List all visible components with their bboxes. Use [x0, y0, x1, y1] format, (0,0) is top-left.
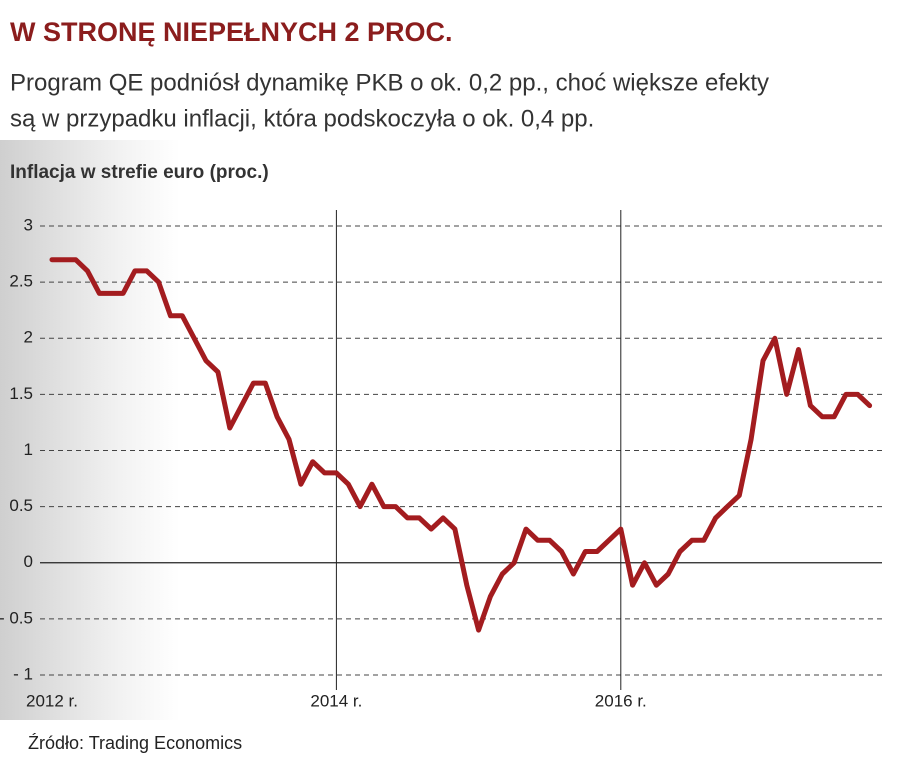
y-tick-label: - 1: [13, 664, 33, 683]
y-tick-label: 3: [24, 215, 33, 234]
y-tick-label: 2.5: [9, 272, 33, 291]
y-tick-label: 2: [24, 328, 33, 347]
x-tick-label: 2016 r.: [595, 691, 647, 710]
x-tick-label: 2012 r.: [26, 691, 78, 710]
y-tick-label: 0: [24, 552, 33, 571]
background: [0, 140, 400, 720]
subtitle: są w przypadku inflacji, która podskoczy…: [10, 105, 594, 132]
y-tick-label: 1.5: [9, 384, 33, 403]
data-line: [49, 257, 873, 633]
subtitle: Program QE podniósł dynamikę PKB o ok. 0…: [10, 69, 769, 96]
y-tick-label: 1: [24, 440, 33, 459]
source: Źródło: Trading Economics: [28, 733, 242, 753]
chart-title: W STRONĘ NIEPEŁNYCH 2 PROC.: [10, 17, 453, 47]
y-tick-label: - 0.5: [0, 608, 33, 627]
x-tick-label: 2014 r.: [310, 691, 362, 710]
y-axis-label: Inflacja w strefie euro (proc.): [10, 162, 269, 183]
y-tick-label: 0.5: [9, 496, 33, 515]
